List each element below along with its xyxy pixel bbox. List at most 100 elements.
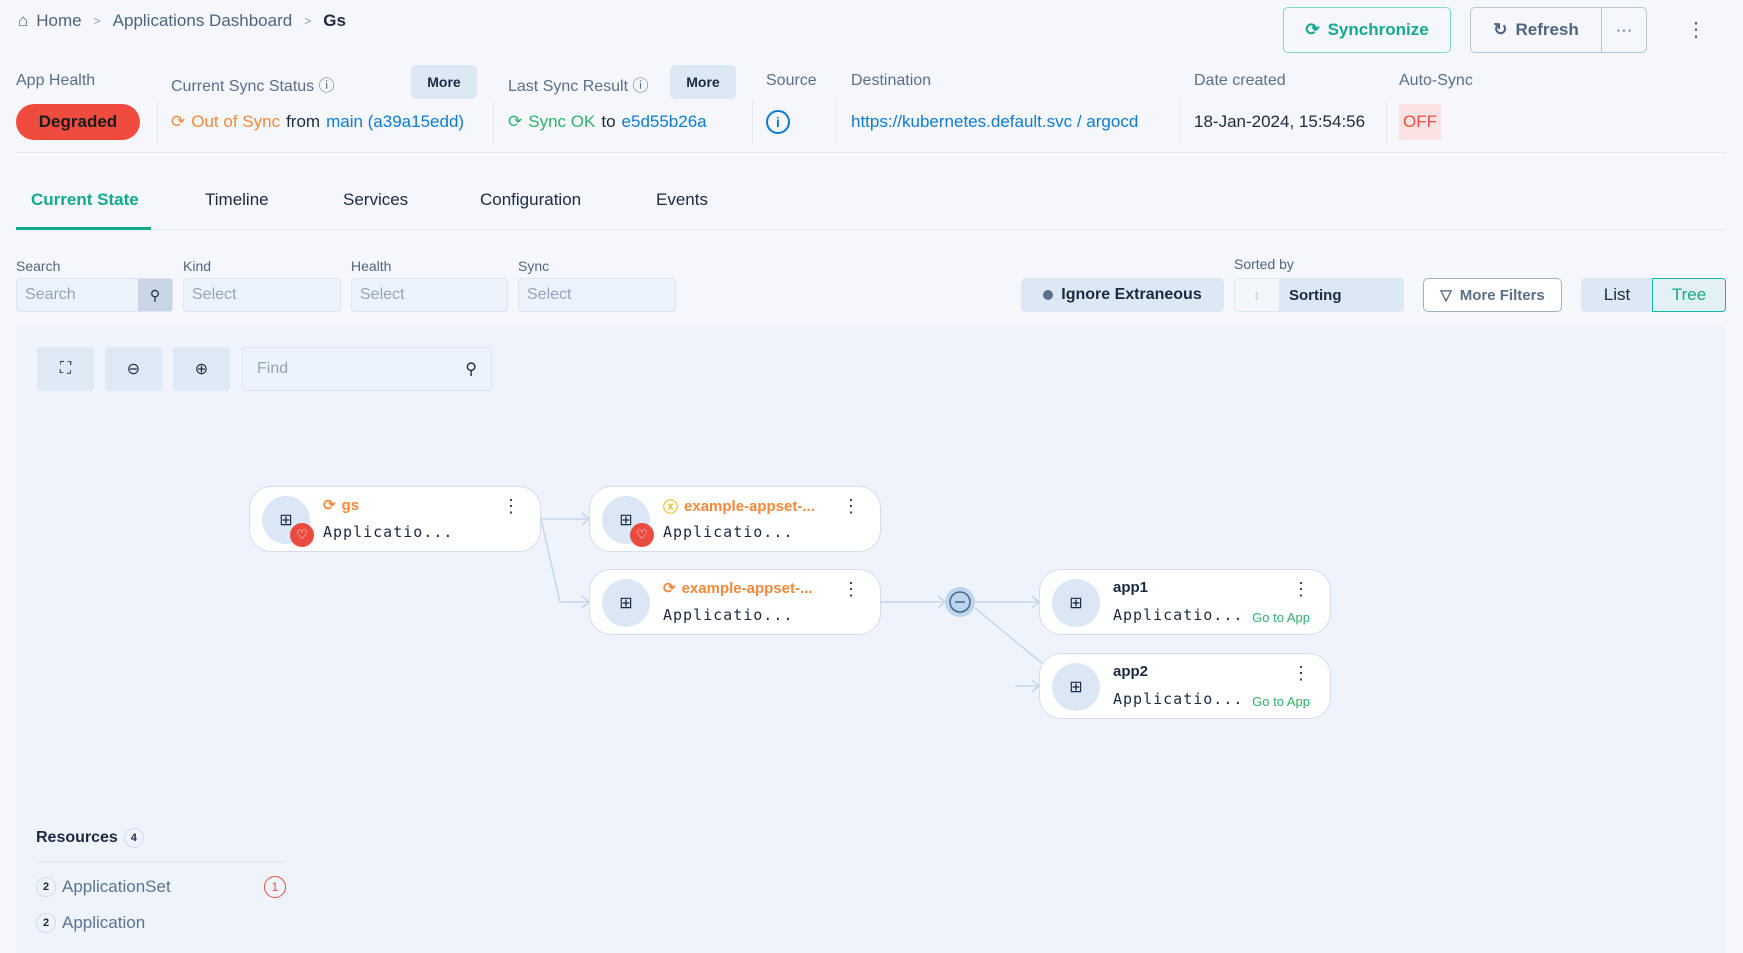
- node-name: gs: [341, 496, 360, 514]
- breadcrumb: ⌂ Home > Applications Dashboard > Gs: [18, 11, 346, 31]
- info-icon[interactable]: i: [766, 110, 790, 134]
- zoom-out-icon[interactable]: ⊖: [105, 347, 162, 391]
- node-name: example-appset-...: [684, 498, 815, 515]
- node-name: example-appset-...: [681, 579, 813, 597]
- search-icon: ⚲: [465, 361, 477, 378]
- current-sync-value: ⟳ Out of Sync from main (a39a15edd): [171, 112, 464, 132]
- application-icon: ⊞: [1052, 579, 1100, 627]
- help-icon[interactable]: ⓘ: [318, 78, 335, 95]
- edge: [540, 518, 589, 603]
- item-name: Application: [62, 913, 146, 932]
- tab-events[interactable]: Events: [656, 190, 708, 209]
- application-icon: ⊞: [602, 579, 650, 627]
- tab-timeline[interactable]: Timeline: [205, 190, 269, 209]
- search-label: Search: [16, 258, 61, 274]
- find-placeholder: Find: [257, 360, 289, 377]
- search-icon[interactable]: ⚲: [138, 279, 172, 311]
- more-filters-button[interactable]: ▽ More Filters: [1423, 278, 1562, 312]
- zoom-in-icon[interactable]: ⊕: [173, 347, 230, 391]
- synchronize-label: Synchronize: [1327, 20, 1429, 39]
- node-name: app1: [1113, 579, 1149, 596]
- item-name: ApplicationSet: [62, 877, 171, 896]
- resource-tree-canvas[interactable]: [16, 326, 1726, 953]
- more-filters-label: More Filters: [1459, 286, 1545, 304]
- active-tab-indicator: [16, 227, 151, 230]
- auto-sync-value: OFF: [1399, 104, 1441, 140]
- from-text: from: [286, 112, 321, 131]
- app-health-label: App Health: [16, 72, 96, 89]
- node-kind: Applicatio...: [1113, 690, 1244, 708]
- auto-sync-label: Auto-Sync: [1399, 72, 1473, 89]
- sort-icon: ↕: [1235, 279, 1279, 311]
- unknown-status-icon: ⓧ: [663, 499, 679, 516]
- health-label: Health: [351, 258, 392, 274]
- fit-screen-icon[interactable]: ⛶: [37, 347, 94, 391]
- node-kind: Applicatio...: [1113, 606, 1244, 624]
- go-to-app-link[interactable]: Go to App: [1252, 610, 1310, 625]
- tree-node-app1[interactable]: ⊞ app1 Applicatio... ⋮ Go to App: [1039, 569, 1331, 635]
- kebab-menu-icon[interactable]: ⋮: [1686, 18, 1706, 41]
- tree-node-gs[interactable]: ⊞ ♡ ⟳ gs Applicatio... ⋮: [249, 486, 541, 552]
- kebab-menu-icon[interactable]: ⋮: [842, 579, 860, 599]
- resource-item-application[interactable]: 2 Application: [36, 913, 145, 933]
- tree-node-app2[interactable]: ⊞ app2 Applicatio... ⋮ Go to App: [1039, 653, 1331, 719]
- refresh-options-button[interactable]: ···: [1601, 7, 1647, 53]
- sorted-by-label: Sorted by: [1234, 256, 1294, 272]
- sorting-select[interactable]: ↕ Sorting: [1234, 278, 1404, 312]
- refresh-label: Refresh: [1515, 20, 1579, 39]
- go-to-app-link[interactable]: Go to App: [1252, 694, 1310, 709]
- error-count-badge: 1: [264, 876, 286, 898]
- search-input[interactable]: Search ⚲: [16, 278, 173, 312]
- breadcrumb-home[interactable]: Home: [36, 11, 82, 30]
- application-icon: ⊞: [1052, 663, 1100, 711]
- tab-current-state[interactable]: Current State: [31, 190, 139, 209]
- filter-icon: ▽: [1440, 287, 1452, 304]
- sync-select[interactable]: Select: [518, 278, 676, 312]
- health-badge: Degraded: [16, 104, 140, 140]
- resource-item-applicationset[interactable]: 2 ApplicationSet 1: [36, 876, 286, 898]
- current-sync-more-button[interactable]: More: [411, 65, 477, 99]
- node-kind: Applicatio...: [663, 523, 794, 541]
- out-of-sync-icon: ⟳: [171, 112, 186, 131]
- tab-services[interactable]: Services: [343, 190, 409, 209]
- node-kind: Applicatio...: [663, 606, 794, 624]
- last-sync-label: Last Sync Result ⓘ: [508, 72, 649, 96]
- ignore-extraneous-button[interactable]: Ignore Extraneous: [1021, 278, 1224, 312]
- node-kind: Applicatio...: [323, 523, 454, 541]
- node-name: app2: [1113, 663, 1149, 680]
- kebab-menu-icon[interactable]: ⋮: [1292, 579, 1310, 599]
- tree-node-appset-2[interactable]: ⊞ ⟳ example-appset-... Applicatio... ⋮: [589, 569, 881, 635]
- kebab-menu-icon[interactable]: ⋮: [1292, 663, 1310, 683]
- find-input[interactable]: Find ⚲: [242, 347, 492, 391]
- chevron-right-icon: >: [304, 14, 312, 28]
- degraded-heart-icon: ♡: [630, 523, 654, 547]
- search-placeholder: Search: [25, 286, 76, 303]
- kind-select[interactable]: Select: [183, 278, 341, 312]
- out-of-sync-icon: ⟳: [663, 580, 676, 597]
- home-icon[interactable]: ⌂: [18, 11, 29, 30]
- sync-ok-icon: ⟳: [508, 112, 523, 131]
- health-select[interactable]: Select: [351, 278, 508, 312]
- kebab-menu-icon[interactable]: ⋮: [502, 496, 520, 516]
- help-icon[interactable]: ⓘ: [632, 78, 649, 95]
- sorting-value: Sorting: [1289, 286, 1342, 304]
- refresh-icon: ↻: [1493, 20, 1508, 39]
- tab-configuration[interactable]: Configuration: [480, 190, 582, 209]
- date-created-label: Date created: [1194, 72, 1286, 89]
- destination-link[interactable]: https://kubernetes.default.svc / argocd: [851, 112, 1139, 131]
- to-text: to: [601, 112, 616, 131]
- revision-link[interactable]: main (a39a15edd): [326, 112, 465, 131]
- breadcrumb-dashboard[interactable]: Applications Dashboard: [112, 11, 293, 30]
- revision-link[interactable]: e5d55b26a: [621, 112, 707, 131]
- sync-status: Out of Sync: [191, 112, 281, 131]
- date-created-value: 18-Jan-2024, 15:54:56: [1194, 112, 1366, 131]
- resources-title: Resources: [36, 829, 118, 846]
- resources-count: 4: [123, 828, 144, 848]
- tree-view-toggle[interactable]: Tree: [1652, 278, 1726, 312]
- kebab-menu-icon[interactable]: ⋮: [842, 496, 860, 516]
- degraded-heart-icon: ♡: [290, 523, 314, 547]
- synchronize-button[interactable]: ⟳ Synchronize: [1283, 7, 1451, 53]
- tree-node-appset-1[interactable]: ⊞ ♡ ⓧ example-appset-... Applicatio... ⋮: [589, 486, 881, 552]
- list-view-toggle[interactable]: List: [1581, 278, 1653, 312]
- last-sync-more-button[interactable]: More: [670, 65, 736, 99]
